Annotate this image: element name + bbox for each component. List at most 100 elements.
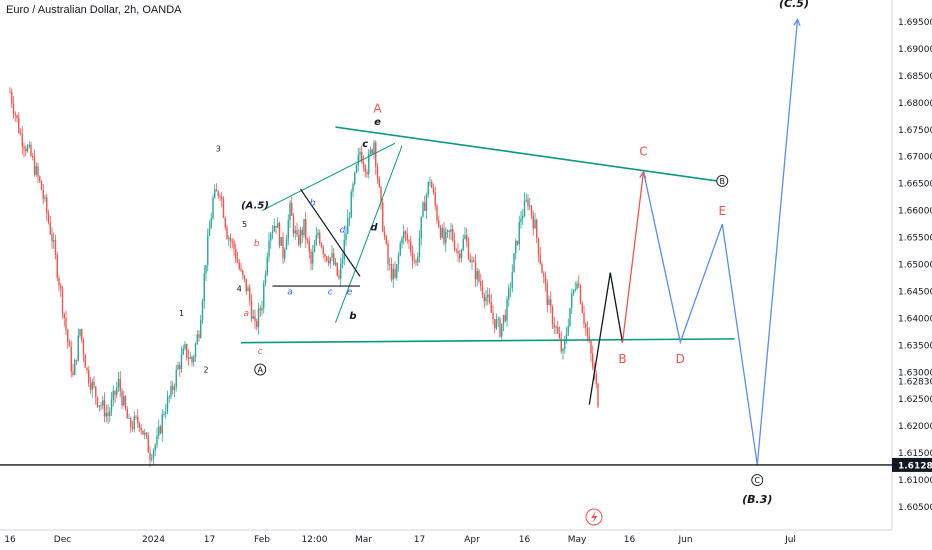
candle [217, 190, 219, 199]
candle [427, 181, 429, 198]
candle [179, 361, 181, 377]
candle [578, 275, 580, 289]
candle [61, 285, 64, 319]
candle [266, 252, 268, 277]
x-tick-label: 2024 [142, 535, 165, 545]
projection-black[interactable] [588, 272, 624, 405]
candle [371, 148, 373, 156]
candle [403, 224, 405, 245]
candle [355, 163, 358, 174]
candle [289, 200, 291, 228]
lower-trendline[interactable] [240, 338, 735, 344]
wave-label: 4 [237, 285, 242, 294]
candle [553, 316, 555, 335]
candle [473, 256, 475, 263]
candle [149, 446, 151, 467]
wave-label: e [347, 288, 353, 298]
candle [378, 176, 380, 188]
candle [480, 273, 482, 292]
candle [91, 378, 93, 398]
candle [560, 331, 562, 354]
candle [292, 213, 295, 238]
candle [193, 354, 195, 367]
candle [303, 219, 305, 238]
candle [131, 420, 134, 432]
wave-label: e [374, 117, 381, 128]
current-price-line: 1.61281 [0, 457, 932, 472]
y-tick-label: 1.68500 [898, 72, 932, 82]
candle [277, 217, 279, 228]
candle [264, 270, 267, 287]
x-tick-label: Apr [464, 535, 480, 545]
wave-label: b [254, 239, 260, 249]
candle [219, 193, 221, 201]
candle [401, 235, 403, 249]
y-tick-label: 1.62500 [898, 395, 932, 405]
wave-label: d [370, 222, 378, 233]
wedge-upper-line[interactable] [261, 142, 396, 212]
price-badge [892, 457, 932, 472]
candle [119, 371, 121, 398]
candle [275, 225, 277, 235]
candle [245, 278, 247, 296]
candle [259, 305, 261, 318]
upper-trendline[interactable] [335, 126, 718, 182]
candle [516, 240, 519, 246]
candle [555, 324, 557, 335]
y-tick-label: 1.67500 [898, 126, 932, 136]
candle [389, 257, 391, 271]
candle [310, 249, 312, 271]
candle [233, 239, 235, 256]
candle [497, 316, 499, 327]
candle [494, 319, 496, 334]
projection-blue[interactable] [642, 19, 799, 466]
candle [116, 381, 118, 399]
lightning-icon[interactable] [585, 508, 603, 526]
y-tick-label: 1.66500 [898, 180, 932, 190]
candle [564, 335, 566, 354]
candle [145, 431, 148, 439]
candle [443, 222, 445, 246]
wave-label-circled: B [716, 175, 729, 187]
candle [481, 279, 484, 298]
candle [70, 340, 72, 378]
wave-label: b [310, 199, 316, 209]
candle [151, 453, 153, 462]
candle [350, 189, 352, 219]
candle [502, 314, 505, 332]
candle [243, 274, 246, 283]
candle [89, 376, 92, 394]
y-tick-label: 1.63000 [898, 368, 932, 378]
price-axis[interactable]: 1.69500 1.69000 1.68500 1.68000 1.67500 1.670… [898, 18, 932, 513]
candle [110, 391, 113, 417]
candle [196, 330, 198, 345]
candle [273, 218, 275, 233]
candle [137, 409, 139, 429]
candle [551, 304, 554, 329]
y-tick-label: 1.64500 [898, 287, 932, 297]
candle [569, 307, 571, 328]
candle [392, 263, 394, 288]
y-tick-label: 1.65500 [898, 234, 932, 244]
candle [187, 349, 190, 366]
candle [210, 212, 212, 229]
y-tick-label: 1.61000 [898, 476, 932, 486]
candle [488, 288, 491, 305]
candle [109, 407, 111, 423]
candle [331, 245, 333, 262]
wedge-lower-line[interactable] [335, 145, 403, 323]
candle [345, 226, 347, 247]
wave-label: b [349, 311, 356, 322]
candle [504, 309, 506, 323]
candle [562, 347, 564, 360]
candle [18, 112, 20, 134]
projection-red[interactable] [621, 171, 645, 343]
candle [385, 234, 387, 246]
triangle-top-line[interactable] [300, 188, 361, 277]
candle [592, 345, 594, 371]
candles-layer [9, 87, 599, 467]
time-axis[interactable]: 16 Dec 2024 17 Feb 12:00 Mar 17 Apr 16 May 16 Jun Jul [4, 535, 796, 545]
candle [469, 253, 471, 263]
